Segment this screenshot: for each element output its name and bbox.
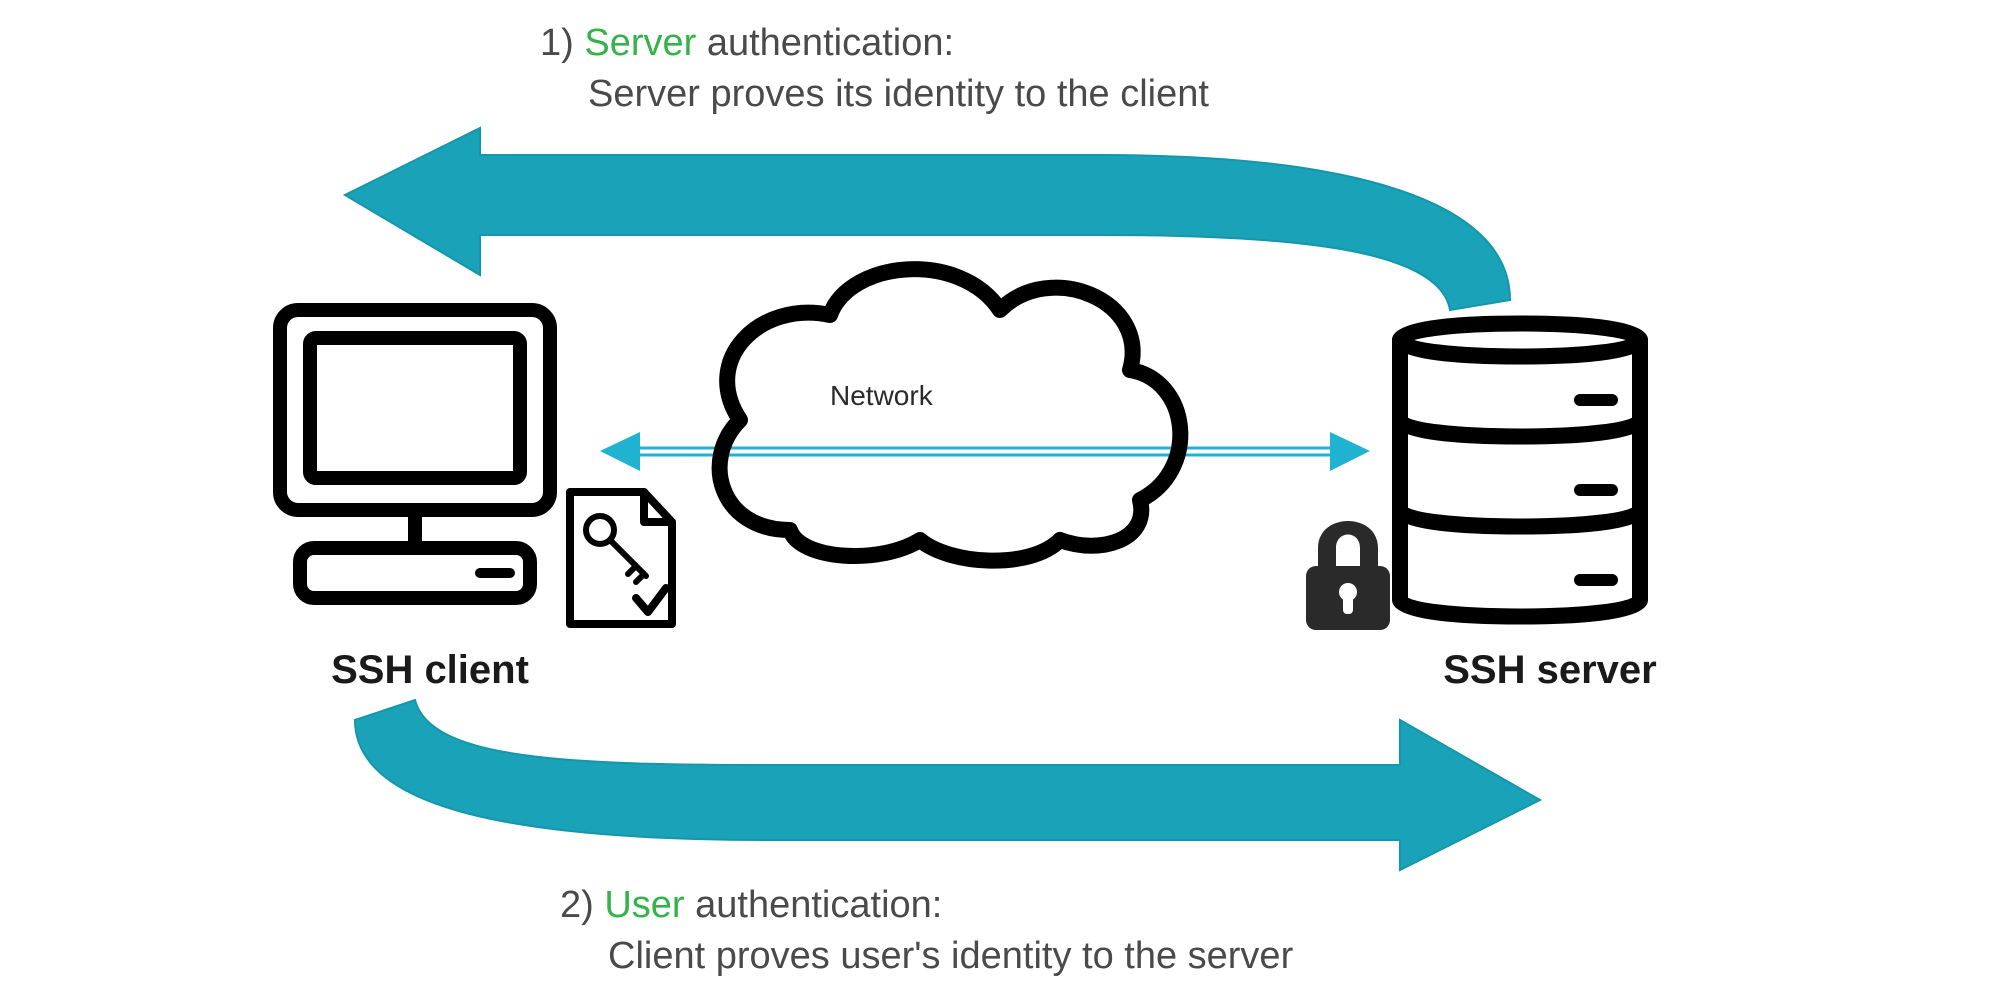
lock-icon	[1306, 521, 1390, 630]
bottom-arrow	[355, 700, 1540, 870]
top-arrow	[345, 128, 1510, 310]
keyfile-icon	[570, 492, 672, 624]
diagram-stage: 1) Server authentication: Server proves …	[0, 0, 2000, 1000]
cloud-icon	[720, 269, 1181, 560]
server-database-icon	[1400, 324, 1640, 617]
client-computer-icon	[280, 310, 550, 598]
graphics-layer	[0, 0, 2000, 1000]
